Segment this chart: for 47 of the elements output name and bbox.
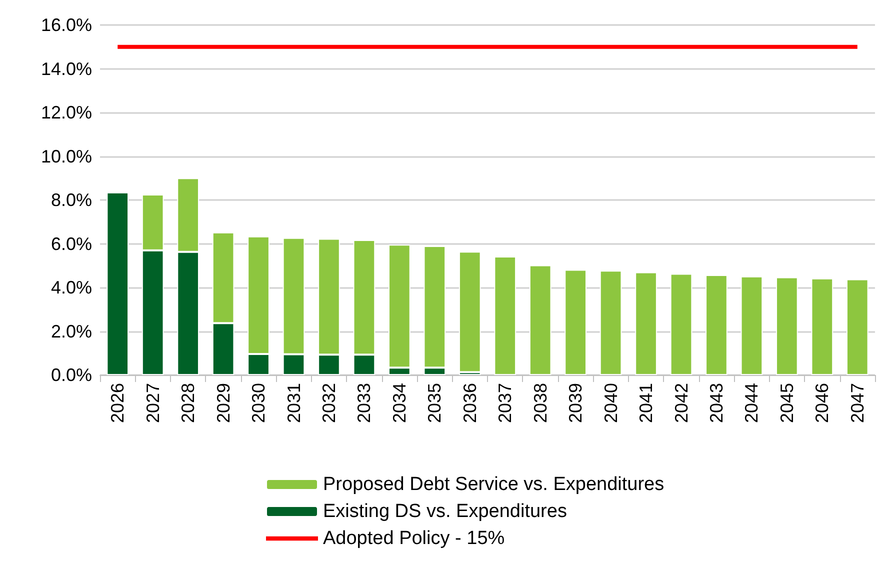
bar <box>776 277 798 375</box>
bar <box>600 270 622 375</box>
y-tick-label: 16.0% <box>40 15 92 35</box>
bar <box>458 252 481 372</box>
x-tick-label: 2045 <box>776 383 797 424</box>
x-tick-label: 2047 <box>847 383 868 424</box>
bar <box>740 276 763 375</box>
bar <box>811 278 834 375</box>
bar <box>494 256 516 375</box>
x-tick-label: 2043 <box>706 383 726 424</box>
x-tick-label: 2042 <box>671 383 692 424</box>
bar <box>564 270 586 375</box>
y-tick-label: 14.0% <box>40 58 92 79</box>
x-tick-label: 2029 <box>213 383 234 424</box>
legend-label: Adopted Policy - 15% <box>323 528 505 549</box>
x-tick-label: 2034 <box>389 383 410 424</box>
y-tick-label: 12.0% <box>40 102 92 122</box>
legend-label: Proposed Debt Service vs. Expenditures <box>323 474 664 495</box>
y-tick-label: 2.0% <box>50 321 92 342</box>
bar <box>529 265 552 375</box>
y-tick-label: 10.0% <box>40 146 92 166</box>
bar <box>670 274 692 375</box>
x-tick-label: 2036 <box>460 383 480 424</box>
x-tick-label: 2028 <box>178 383 198 424</box>
x-tick-label: 2041 <box>636 383 656 424</box>
x-tick-label: 2032 <box>318 383 339 424</box>
x-tick-label: 2031 <box>284 383 304 424</box>
y-tick-label: 4.0% <box>50 278 92 298</box>
y-tick-label: 0.0% <box>50 365 92 385</box>
x-tick-label: 2027 <box>142 383 163 424</box>
y-tick-label: 8.0% <box>50 190 92 210</box>
x-tick-label: 2044 <box>742 383 762 424</box>
legend-label: Existing DS vs. Expenditures <box>323 501 567 522</box>
y-tick-label: 6.0% <box>50 234 92 254</box>
bar <box>706 275 728 375</box>
bar <box>635 272 657 375</box>
bar <box>846 279 868 375</box>
bar <box>106 192 129 375</box>
x-tick-label: 2046 <box>812 383 832 424</box>
x-tick-label: 2035 <box>424 383 445 424</box>
x-tick-label: 2030 <box>248 383 269 424</box>
x-tick-label: 2037 <box>495 383 516 424</box>
x-tick-label: 2033 <box>354 383 374 424</box>
x-tick-label: 2026 <box>108 383 128 424</box>
x-tick-label: 2040 <box>600 383 621 424</box>
x-tick-label: 2039 <box>566 383 586 424</box>
x-tick-label: 2038 <box>530 383 550 424</box>
